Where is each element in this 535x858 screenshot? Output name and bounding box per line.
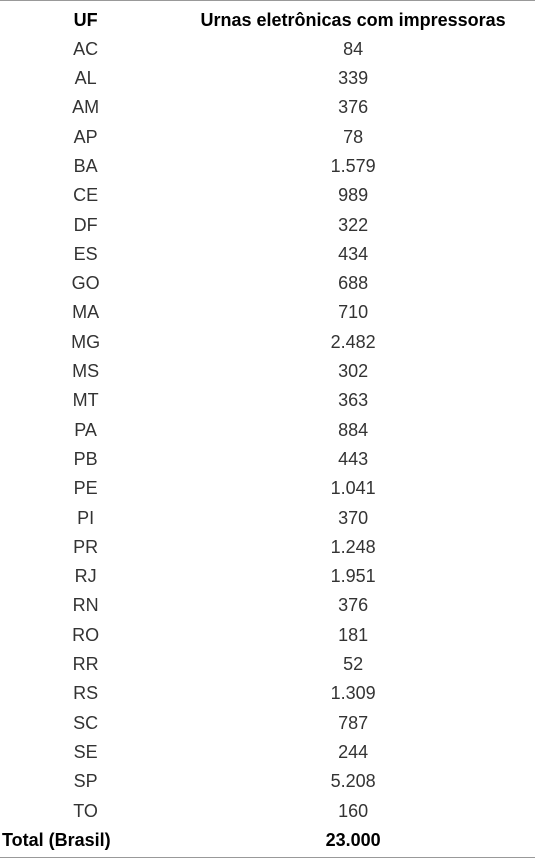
table-header-row: UF Urnas eletrônicas com impressoras — [0, 5, 535, 34]
value-cell: 434 — [171, 239, 535, 268]
value-cell: 302 — [171, 357, 535, 386]
col-header-value: Urnas eletrônicas com impressoras — [171, 5, 535, 34]
table-row: TO160 — [0, 796, 535, 825]
table-row: AP78 — [0, 122, 535, 151]
uf-cell: BA — [0, 151, 171, 180]
value-cell: 1.951 — [171, 562, 535, 591]
uf-cell: SE — [0, 737, 171, 766]
value-cell: 688 — [171, 269, 535, 298]
table-row: DF322 — [0, 210, 535, 239]
table-row: SC787 — [0, 708, 535, 737]
value-cell: 787 — [171, 708, 535, 737]
value-cell: 710 — [171, 298, 535, 327]
table-row: BA1.579 — [0, 151, 535, 180]
table-row: RR52 — [0, 650, 535, 679]
value-cell: 2.482 — [171, 327, 535, 356]
value-cell: 5.208 — [171, 767, 535, 796]
table-row: RN376 — [0, 591, 535, 620]
value-cell: 84 — [171, 34, 535, 63]
total-value: 23.000 — [171, 825, 535, 854]
table-body: AC84AL339AM376AP78BA1.579CE989DF322ES434… — [0, 34, 535, 825]
value-cell: 1.248 — [171, 532, 535, 561]
table-row: RJ1.951 — [0, 562, 535, 591]
value-cell: 376 — [171, 591, 535, 620]
table-row: PR1.248 — [0, 532, 535, 561]
table-row: PI370 — [0, 503, 535, 532]
value-cell: 52 — [171, 650, 535, 679]
value-cell: 363 — [171, 386, 535, 415]
uf-cell: AC — [0, 34, 171, 63]
value-cell: 339 — [171, 64, 535, 93]
value-cell: 376 — [171, 93, 535, 122]
uf-cell: AM — [0, 93, 171, 122]
uf-cell: PA — [0, 415, 171, 444]
uf-cell: RN — [0, 591, 171, 620]
value-cell: 1.579 — [171, 151, 535, 180]
uf-cell: PR — [0, 532, 171, 561]
table-row: RO181 — [0, 620, 535, 649]
uf-cell: MG — [0, 327, 171, 356]
uf-cell: ES — [0, 239, 171, 268]
uf-cell: AP — [0, 122, 171, 151]
table-row: AM376 — [0, 93, 535, 122]
uf-cell: TO — [0, 796, 171, 825]
urnas-table: UF Urnas eletrônicas com impressoras AC8… — [0, 5, 535, 855]
table-row: SP5.208 — [0, 767, 535, 796]
value-cell: 1.309 — [171, 679, 535, 708]
uf-cell: RS — [0, 679, 171, 708]
urnas-table-container: UF Urnas eletrônicas com impressoras AC8… — [0, 0, 535, 858]
value-cell: 78 — [171, 122, 535, 151]
table-row: CE989 — [0, 181, 535, 210]
table-row: RS1.309 — [0, 679, 535, 708]
uf-cell: MS — [0, 357, 171, 386]
uf-cell: RJ — [0, 562, 171, 591]
uf-cell: MT — [0, 386, 171, 415]
uf-cell: GO — [0, 269, 171, 298]
uf-cell: PI — [0, 503, 171, 532]
value-cell: 244 — [171, 737, 535, 766]
value-cell: 322 — [171, 210, 535, 239]
table-row: PA884 — [0, 415, 535, 444]
table-row: MA710 — [0, 298, 535, 327]
table-row: MT363 — [0, 386, 535, 415]
uf-cell: RO — [0, 620, 171, 649]
total-label: Total (Brasil) — [0, 825, 171, 854]
uf-cell: CE — [0, 181, 171, 210]
table-row: AC84 — [0, 34, 535, 63]
uf-cell: SP — [0, 767, 171, 796]
value-cell: 443 — [171, 444, 535, 473]
value-cell: 181 — [171, 620, 535, 649]
table-total-row: Total (Brasil) 23.000 — [0, 825, 535, 854]
value-cell: 160 — [171, 796, 535, 825]
uf-cell: RR — [0, 650, 171, 679]
col-header-uf: UF — [0, 5, 171, 34]
uf-cell: DF — [0, 210, 171, 239]
uf-cell: SC — [0, 708, 171, 737]
table-row: PB443 — [0, 444, 535, 473]
value-cell: 370 — [171, 503, 535, 532]
value-cell: 989 — [171, 181, 535, 210]
table-row: AL339 — [0, 64, 535, 93]
uf-cell: MA — [0, 298, 171, 327]
value-cell: 884 — [171, 415, 535, 444]
value-cell: 1.041 — [171, 474, 535, 503]
uf-cell: PE — [0, 474, 171, 503]
table-row: MS302 — [0, 357, 535, 386]
table-row: ES434 — [0, 239, 535, 268]
table-row: SE244 — [0, 737, 535, 766]
uf-cell: AL — [0, 64, 171, 93]
table-row: GO688 — [0, 269, 535, 298]
uf-cell: PB — [0, 444, 171, 473]
table-row: MG2.482 — [0, 327, 535, 356]
table-row: PE1.041 — [0, 474, 535, 503]
